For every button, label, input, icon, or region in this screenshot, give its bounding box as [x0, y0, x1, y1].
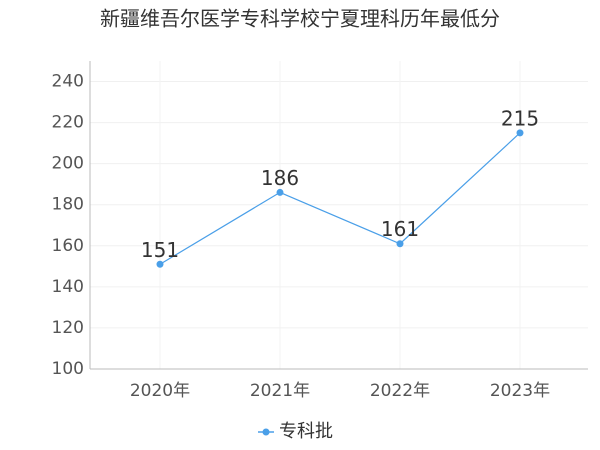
- y-tick-label: 220: [52, 113, 84, 133]
- y-tick-label: 120: [52, 318, 84, 338]
- y-tick-label: 240: [52, 72, 84, 92]
- x-tick-label: 2020年: [130, 381, 190, 401]
- y-tick-label: 200: [52, 154, 84, 174]
- chart-title: 新疆维吾尔医学专科学校宁夏理科历年最低分: [100, 7, 500, 31]
- data-label: 151: [141, 238, 179, 262]
- point: [156, 260, 164, 268]
- y-tick-label: 180: [52, 195, 84, 215]
- data-label: 186: [261, 166, 299, 190]
- x-tick-label: 2023年: [490, 381, 550, 401]
- y-tick-label: 160: [52, 236, 84, 256]
- line: [159, 132, 521, 265]
- x-tick-label: 2021年: [250, 381, 310, 401]
- y-tick-label: 100: [52, 359, 84, 379]
- point: [516, 129, 524, 137]
- y-tick-label: 140: [52, 277, 84, 297]
- legend-label: 专科批: [279, 421, 333, 442]
- point: [396, 240, 404, 248]
- data-label: 161: [381, 217, 419, 241]
- x-tick-label: 2022年: [370, 381, 430, 401]
- legend-marker: [262, 428, 270, 436]
- point: [276, 188, 284, 196]
- data-label: 215: [501, 106, 539, 130]
